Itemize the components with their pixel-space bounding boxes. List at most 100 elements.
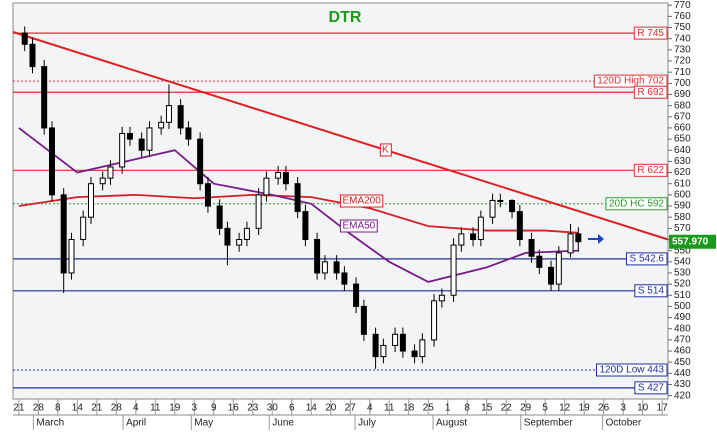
x-tick-label: 17 xyxy=(657,403,669,414)
candle-body xyxy=(353,283,360,307)
y-tick-label: 460 xyxy=(674,346,691,357)
y-tick-label: 630 xyxy=(674,156,691,167)
y-tick-label: 660 xyxy=(674,123,691,134)
y-tick-label: 430 xyxy=(674,379,691,390)
trendline-label-box xyxy=(379,143,392,157)
candle-body xyxy=(87,183,94,218)
legend-label: EMA200 xyxy=(342,196,381,207)
trendline-label: K xyxy=(382,145,389,156)
candle-body xyxy=(470,233,477,240)
y-tick-label: 550 xyxy=(674,245,691,256)
candle-body xyxy=(119,133,126,168)
candle-body xyxy=(282,172,289,185)
month-label: July xyxy=(358,418,376,429)
level-label-box xyxy=(633,163,668,177)
y-tick-label: 470 xyxy=(674,335,691,346)
y-tick-label: 570 xyxy=(674,223,691,234)
candle-body xyxy=(548,266,555,285)
level-label: S 427 xyxy=(638,382,665,393)
candle-body xyxy=(497,199,504,202)
candle-body xyxy=(321,261,328,274)
legend-box xyxy=(339,194,384,208)
level-label: R 622 xyxy=(637,165,664,176)
x-tick-label: 5 xyxy=(542,403,548,414)
candle-body xyxy=(477,216,484,240)
level-label: R 745 xyxy=(637,28,664,39)
x-tick-label: 26 xyxy=(598,403,610,414)
x-tick-label: 12 xyxy=(559,403,571,414)
level-label: S 514 xyxy=(638,285,665,296)
x-tick-label: 6 xyxy=(289,403,295,414)
x-tick-label: 11 xyxy=(150,403,161,414)
y-tick-label: 540 xyxy=(674,256,691,267)
x-tick-label: 22 xyxy=(501,403,513,414)
candle-body xyxy=(146,127,153,151)
x-tick-label: 16 xyxy=(228,403,240,414)
candle-body xyxy=(536,255,543,268)
candle-body xyxy=(275,172,282,179)
candle-body xyxy=(438,294,445,302)
candle-body xyxy=(509,199,516,213)
y-tick-label: 480 xyxy=(674,323,691,334)
month-label: May xyxy=(194,418,213,429)
x-tick-label: 18 xyxy=(403,403,415,414)
candle-body xyxy=(99,177,106,185)
level-label: 20D HC 592 xyxy=(609,198,664,209)
candle-body xyxy=(107,166,114,179)
x-tick-label: 28 xyxy=(33,403,45,414)
candle-body xyxy=(458,233,465,246)
level-label-box xyxy=(633,85,668,99)
x-tick-label: 4 xyxy=(367,403,373,414)
level-label-box xyxy=(633,26,668,40)
candle-body xyxy=(419,339,426,358)
month-label: March xyxy=(36,418,64,429)
candle-body xyxy=(360,305,367,335)
y-tick-label: 610 xyxy=(674,178,691,189)
candle-body xyxy=(528,238,535,257)
level-label: 120D Low 443 xyxy=(600,365,665,376)
y-tick-label: 710 xyxy=(674,67,691,78)
level-label-box xyxy=(593,74,668,88)
candle-body xyxy=(555,252,562,285)
x-tick-label: 14 xyxy=(306,403,318,414)
y-tick-label: 520 xyxy=(674,279,691,290)
month-label: October xyxy=(606,418,642,429)
y-tick-label: 510 xyxy=(674,290,691,301)
y-tick-label: 530 xyxy=(674,268,691,279)
candle-body xyxy=(80,216,87,240)
y-tick-label: 490 xyxy=(674,312,691,323)
candle-body xyxy=(243,227,250,240)
y-tick-label: 700 xyxy=(674,78,691,89)
y-tick-label: 670 xyxy=(674,111,691,122)
candle-body xyxy=(255,194,262,229)
candle-body xyxy=(48,127,55,196)
candle-body xyxy=(165,105,172,123)
x-tick-label: 1 xyxy=(445,403,451,414)
x-tick-label: 30 xyxy=(267,403,279,414)
level-label-box xyxy=(626,252,668,266)
candle-body xyxy=(399,333,406,352)
candle-body xyxy=(341,272,348,285)
level-label: R 692 xyxy=(637,87,664,98)
y-tick-label: 580 xyxy=(674,212,691,223)
y-tick-label: 650 xyxy=(674,134,691,145)
candle-body xyxy=(41,66,48,129)
y-tick-label: 500 xyxy=(674,301,691,312)
x-tick-label: 8 xyxy=(55,403,61,414)
x-tick-label: 21 xyxy=(91,403,103,414)
x-tick-label: 25 xyxy=(423,403,435,414)
candle-body xyxy=(29,43,36,68)
x-tick-label: 11 xyxy=(384,403,395,414)
x-tick-label: 14 xyxy=(72,403,84,414)
y-tick-label: 440 xyxy=(674,368,691,379)
y-tick-label: 760 xyxy=(674,11,691,22)
x-tick-label: 19 xyxy=(169,403,181,414)
level-label-box xyxy=(596,363,668,377)
trendline xyxy=(12,31,669,241)
x-tick-label: 3 xyxy=(620,403,626,414)
chart-title: DTR xyxy=(329,9,362,26)
legend-box xyxy=(339,219,378,233)
arrow xyxy=(588,234,604,244)
candle-body xyxy=(489,199,496,218)
candle-body xyxy=(372,333,379,358)
